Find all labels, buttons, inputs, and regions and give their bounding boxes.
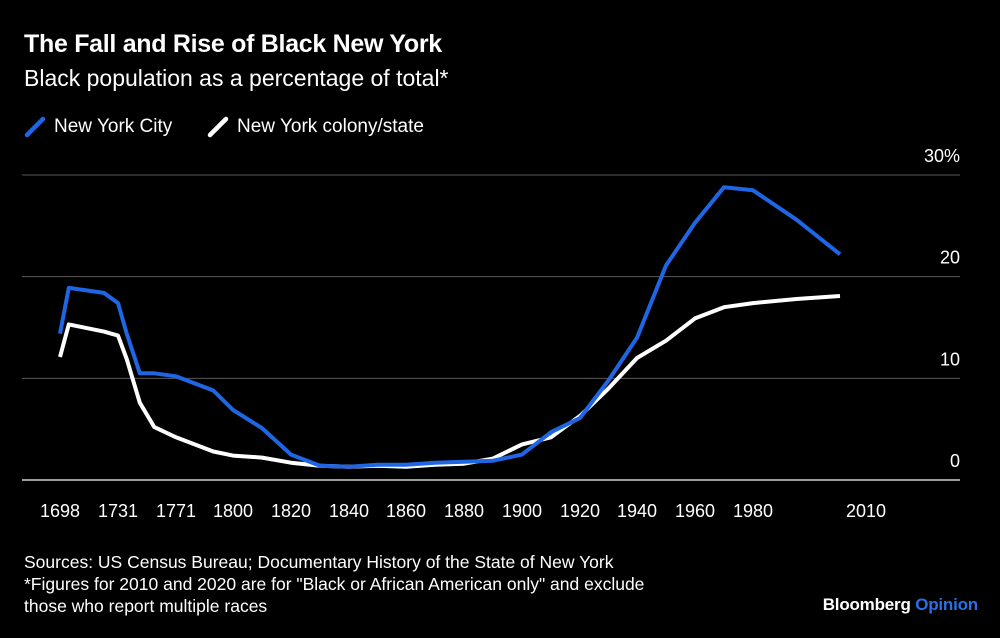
y-tick-label-0: 0 xyxy=(950,451,960,471)
x-tick-label-1800: 1800 xyxy=(213,501,253,521)
x-tick-label-1880: 1880 xyxy=(444,501,484,521)
brand-name: Bloomberg xyxy=(822,595,911,614)
x-tick-label-1960: 1960 xyxy=(675,501,715,521)
y-tick-label-30: 30% xyxy=(924,146,960,166)
legend-label-new-york-state: New York colony/state xyxy=(237,116,424,137)
sources-line-1: Sources: US Census Bureau; Documentary H… xyxy=(24,552,614,572)
x-tick-label-1698: 1698 xyxy=(40,501,80,521)
x-tick-label-1860: 1860 xyxy=(386,501,426,521)
x-tick-label-2010: 2010 xyxy=(846,501,886,521)
x-axis-labels: 1698 1731 1771 1800 1820 1840 1860 1880 1900 1920… xyxy=(40,501,886,521)
y-axis-labels: 0 10 20 30% xyxy=(924,146,960,471)
sources-line-3: those who report multiple races xyxy=(24,596,268,616)
bloomberg-opinion-logo: Bloomberg Opinion xyxy=(823,595,978,615)
series-line-new-york-city xyxy=(58,185,842,469)
brand-section: Opinion xyxy=(915,595,978,614)
x-tick-label-1940: 1940 xyxy=(617,501,657,521)
x-tick-label-1731: 1731 xyxy=(98,501,138,521)
y-tick-label-10: 10 xyxy=(940,349,960,369)
x-tick-label-1980: 1980 xyxy=(733,501,773,521)
x-tick-label-1771: 1771 xyxy=(156,501,196,521)
x-tick-label-1900: 1900 xyxy=(502,501,542,521)
y-tick-label-20: 20 xyxy=(940,248,960,268)
series-lines xyxy=(58,185,842,469)
series-line-new-york-colony-state xyxy=(58,294,841,469)
x-tick-label-1820: 1820 xyxy=(271,501,311,521)
legend-swatch-new-york-state xyxy=(207,116,229,138)
chart-subtitle: Black population as a percentage of tota… xyxy=(24,65,449,91)
gridlines xyxy=(22,174,960,481)
legend-swatch-new-york-city xyxy=(24,116,46,138)
chart-title: The Fall and Rise of Black New York xyxy=(24,30,442,58)
legend-item-new-york-city: New York City xyxy=(24,116,172,138)
x-tick-label-1840: 1840 xyxy=(329,501,369,521)
legend-item-new-york-state: New York colony/state xyxy=(207,116,424,138)
legend-label-new-york-city: New York City xyxy=(54,116,173,137)
sources-note: Sources: US Census Bureau; Documentary H… xyxy=(24,551,644,617)
sources-line-2: *Figures for 2010 and 2020 are for "Blac… xyxy=(24,574,645,594)
x-tick-label-1920: 1920 xyxy=(560,501,600,521)
